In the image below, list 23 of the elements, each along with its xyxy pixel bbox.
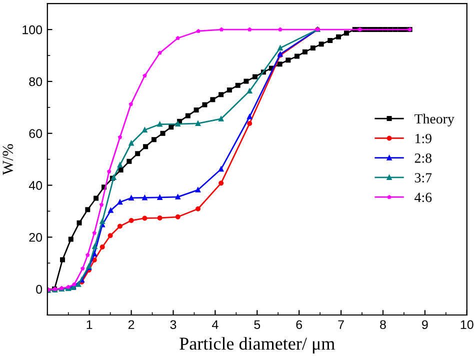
x-tick-label: 8 <box>380 320 386 330</box>
legend-label: 3:7 <box>414 173 432 183</box>
y-tick-label: 40 <box>28 181 42 190</box>
x-tick-label: 9 <box>422 320 428 330</box>
x-tick-label: 6 <box>296 320 302 330</box>
legend-label: 4:6 <box>414 192 432 202</box>
y-tick-label: 100 <box>22 25 42 34</box>
x-tick-label: 5 <box>254 320 260 330</box>
y-tick-label: 60 <box>29 129 42 138</box>
y-tick-label: 0 <box>36 284 42 294</box>
legend-label: 1:9 <box>416 134 432 144</box>
y-axis-title: W/% <box>2 144 14 175</box>
x-tick-label: 1 <box>86 320 92 329</box>
x-tick-label: 3 <box>170 320 176 330</box>
y-tick-label: 80 <box>29 77 42 86</box>
x-axis-title: Particle diameter/ μm <box>180 337 335 354</box>
legend-label: 2:8 <box>414 153 432 163</box>
legend-label: Theory <box>414 114 454 126</box>
y-tick-label: 20 <box>29 232 42 242</box>
x-tick-label: 4 <box>212 320 218 329</box>
x-tick-label: 7 <box>338 320 344 329</box>
x-tick-label: 10 <box>460 320 474 330</box>
x-tick-label: 2 <box>128 320 134 329</box>
